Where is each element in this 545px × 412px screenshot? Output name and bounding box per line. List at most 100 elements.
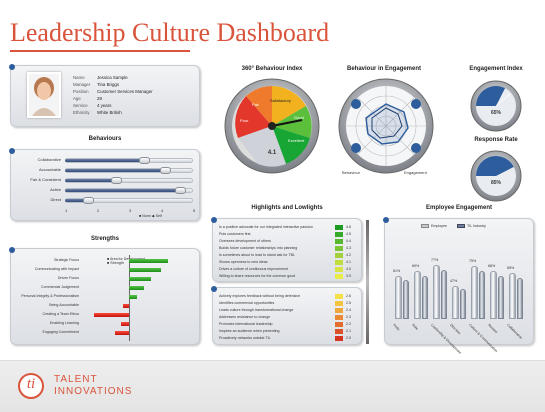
behaviour-axis-tick: 3 [129, 208, 132, 213]
highlight-heat [335, 336, 343, 341]
engagement-category-label: Role [411, 323, 419, 331]
gauge-svg [224, 78, 320, 174]
profile-row: Ethnicity White British [73, 109, 153, 116]
behaviour-slider-knob[interactable] [175, 187, 186, 194]
brand-name-line1: TALENT [54, 374, 98, 385]
highlight-heat [335, 322, 343, 327]
strength-label: Strategic Focus [54, 258, 79, 262]
profile-label: Name [73, 75, 85, 80]
response-rate-gauge: 85% [470, 150, 522, 202]
highlight-heat [335, 225, 343, 230]
behaviour-label: Collaborative [37, 157, 61, 162]
highlight-score: 4.5 [346, 232, 351, 236]
engagement-category-label: Direction [449, 323, 462, 336]
behaviour-slider-knob[interactable] [111, 177, 122, 184]
strength-bar-negative [123, 304, 129, 308]
profile-row: Manager Tina Briggs [73, 81, 153, 88]
highlight-heat [335, 308, 343, 313]
highlight-heat [335, 329, 343, 334]
page-title: Leadership Culture Dashboard [10, 18, 330, 47]
legend-label: TIL Industry [466, 224, 486, 228]
profile-row: Service 4 years [73, 102, 153, 109]
panel-marker-icon [211, 286, 217, 292]
strength-label: Personal Integrity & Professionalism [21, 294, 79, 298]
lowlights-panel: Actively explores feedback without being… [211, 286, 362, 345]
highlight-text: Addresses resistance to change [219, 315, 271, 319]
engagement-value-label: 65% [507, 266, 515, 270]
behaviour-slider-knob[interactable] [83, 197, 94, 204]
profile-value: 4 years [97, 103, 112, 108]
legend-swatch [421, 224, 429, 228]
engagement-index-title: Engagement Index [469, 66, 523, 72]
strength-label: Being Accountable [49, 303, 79, 307]
highlight-score: 2.4 [346, 308, 351, 312]
engagement-legend: Employee TIL Industry [421, 224, 486, 228]
behaviour-index-gauge: Satisfactory Good Excellent Poor Fair 4.… [224, 78, 320, 174]
engagement-value-label: 75% [469, 259, 477, 263]
highlight-text: Willing to share resources for the commo… [219, 274, 296, 278]
legend-strength: ■ Strength [107, 261, 124, 265]
highlight-heat [335, 246, 343, 251]
behaviours-title: Behaviours [88, 136, 122, 142]
profile-label: Manager [73, 82, 91, 87]
profile-value: Jessica Sample [97, 75, 128, 80]
panel-marker-icon [383, 217, 389, 223]
behaviour-fill [65, 189, 180, 192]
engagement-index-value: 65% [490, 110, 501, 116]
profile-value: White British [97, 110, 122, 115]
legend-label: Employee [431, 224, 447, 228]
highlight-score: 4.1 [346, 260, 351, 264]
engagement-bar-industry [460, 289, 466, 319]
engagement-value-label: 47% [450, 279, 458, 283]
behaviour-label: Direct [50, 197, 61, 202]
highlight-heat [335, 267, 343, 272]
radar-label-engagement: Engagement [404, 170, 427, 175]
profile-label: Position [73, 89, 89, 94]
highlight-score: 4.6 [346, 225, 351, 229]
behaviour-fill [65, 199, 88, 202]
highlight-text: Actively explores feedback without being… [219, 294, 301, 298]
highlight-heat [335, 239, 343, 244]
highlight-text: Is a positive advocate for our integrate… [219, 225, 313, 229]
engagement-bar-employee [452, 286, 459, 319]
engagement-bar-employee [509, 273, 516, 319]
profile-panel: Name Jessica Sample Manager Tina Briggs Posi… [9, 64, 200, 127]
engagement-radar-title: Behaviour in Engagement [346, 66, 421, 72]
highlight-heat [335, 253, 343, 258]
highlight-score: 4.2 [346, 253, 351, 257]
strength-bar-positive [129, 286, 144, 290]
profile-value: Customer Services Manager [97, 89, 153, 94]
engagement-index-gauge: 65% [470, 80, 522, 132]
profile-label: Service [73, 103, 88, 108]
behaviour-fill [65, 169, 165, 172]
behaviour-slider-knob[interactable] [139, 157, 150, 164]
engagement-category-label: Pride [392, 323, 401, 332]
profile-label: Ethnicity [73, 110, 90, 115]
strength-bar-negative [94, 313, 129, 317]
legend-til: TIL Industry [456, 224, 486, 228]
behaviour-slider-knob[interactable] [160, 167, 171, 174]
profile-details: Name Jessica Sample Manager Tina Briggs Posi… [73, 74, 153, 116]
behaviour-fill [65, 179, 116, 182]
highlight-heat [335, 232, 343, 237]
profile-row: Name Jessica Sample [73, 74, 153, 81]
strength-bar-positive [129, 259, 168, 263]
radar-label-behaviour: Behaviour [342, 170, 361, 175]
highlight-text: Builds future customer relationships int… [219, 246, 298, 250]
behaviour-axis-tick: 4 [161, 208, 164, 213]
highlight-score: 2.5 [346, 301, 351, 305]
gauge-label-poor: Poor [240, 118, 249, 123]
scroll-arrow[interactable] [366, 220, 369, 344]
gauge-label-fair: Fair [252, 102, 259, 107]
highlight-heat [335, 301, 343, 306]
brand-name-line2: INNOVATIONS [54, 386, 133, 397]
highlight-text: Proactively networks outside TIL [219, 336, 271, 340]
highlight-score: 2.1 [346, 329, 351, 333]
strength-label: Enabling Learning [50, 321, 79, 325]
strengths-panel: ■ Area for Development ■ Strength Strate… [9, 247, 200, 345]
highlight-score: 2.6 [346, 294, 351, 298]
behaviour-axis-tick: 5 [193, 208, 196, 213]
engagement-bar-industry [517, 278, 523, 319]
title-underline [10, 50, 190, 52]
highlight-score: 4.3 [346, 246, 351, 250]
